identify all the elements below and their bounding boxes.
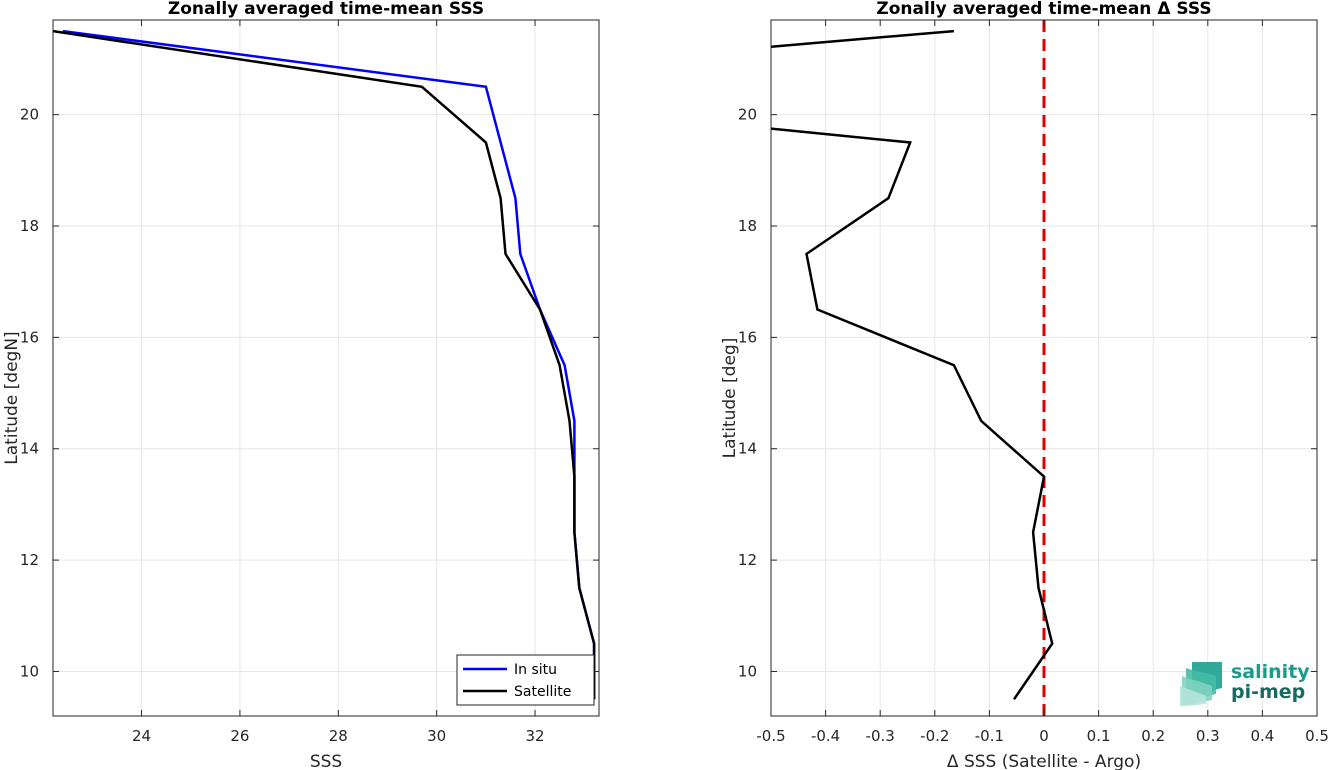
- y-tick-label: 18: [738, 217, 757, 235]
- chart-panel-1: 24 26 28 30 32 10 12 14 16 18 20 Zonally averaged t…: [2, 0, 600, 770]
- x-tick-label: 24: [132, 727, 151, 745]
- x-tick-label: 0.4: [1250, 727, 1274, 745]
- y-tick-label: 14: [738, 440, 757, 458]
- y-tick-label: 10: [20, 662, 39, 680]
- series-line-satellite-0: [53, 29, 596, 700]
- legend-label-satellite: Satellite: [514, 684, 571, 700]
- y-tick-label: 14: [20, 440, 39, 458]
- y-axis-label: Latitude [degN]: [2, 331, 22, 464]
- x-tick-label: 0.2: [1141, 727, 1165, 745]
- y-tick-label: 12: [738, 551, 757, 569]
- series-line-delta-sss-1: [771, 127, 1054, 701]
- y-tick-label: 18: [20, 217, 39, 235]
- chart-title: Zonally averaged time-mean SSS: [168, 0, 484, 19]
- plot-area: [53, 20, 599, 716]
- x-tick-label: -0.5: [756, 727, 785, 745]
- logo-wave-shape: [1180, 686, 1206, 706]
- y-tick-label: 12: [20, 551, 39, 569]
- x-tick-label: 32: [526, 727, 545, 745]
- chart-title: Zonally averaged time-mean Δ SSS: [876, 0, 1211, 19]
- legend-box: [456, 654, 595, 706]
- logo-text-pimep: pi-mep: [1231, 681, 1305, 703]
- series-line-delta-sss-0: [771, 29, 955, 48]
- x-tick-label: -0.1: [975, 727, 1004, 745]
- x-tick-label: -0.4: [811, 727, 840, 745]
- axes-frame: [52, 19, 600, 717]
- x-tick-label: 30: [427, 727, 446, 745]
- x-axis-label: Δ SSS (Satellite - Argo): [947, 752, 1141, 770]
- y-tick-label: 20: [738, 106, 757, 124]
- legend-label-in-situ: In situ: [514, 662, 557, 678]
- y-tick-label: 16: [20, 328, 39, 346]
- x-axis-label: SSS: [310, 752, 342, 770]
- legend: In situ Satellite: [456, 654, 595, 706]
- y-tick-label: 20: [20, 106, 39, 124]
- x-tick-label: 0.1: [1087, 727, 1111, 745]
- y-tick-label: 10: [738, 662, 757, 680]
- y-axis-label: Latitude [deg]: [720, 338, 740, 459]
- x-tick-label: 0: [1039, 727, 1049, 745]
- x-tick-label: -0.3: [866, 727, 895, 745]
- logo-text-salinity: salinity: [1231, 661, 1310, 683]
- x-tick-label: 28: [329, 727, 348, 745]
- chart-panel-2: -0.5 -0.4 -0.3 -0.2 -0.1 0 0.1 0.2 0.3 0.4 0.5 10 12…: [720, 0, 1329, 770]
- x-tick-label: 0.3: [1196, 727, 1220, 745]
- x-tick-label: 26: [230, 727, 249, 745]
- x-tick-label: -0.2: [920, 727, 949, 745]
- x-tick-label: 0.5: [1305, 727, 1329, 745]
- y-tick-label: 16: [738, 328, 757, 346]
